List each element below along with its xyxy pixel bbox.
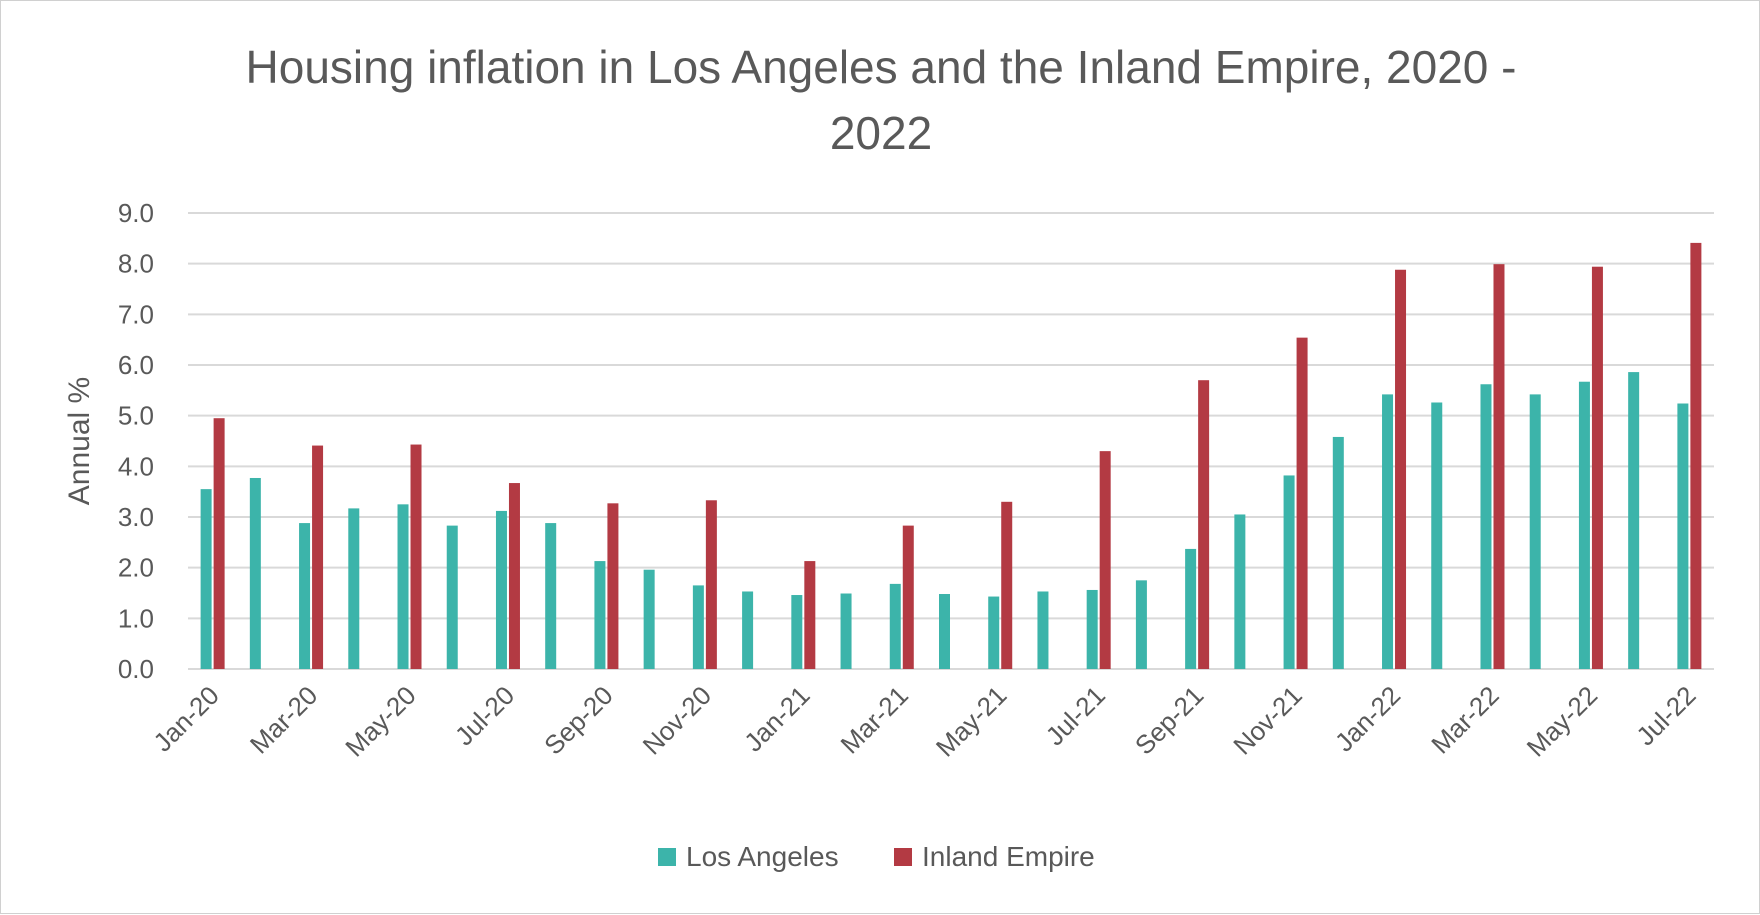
- bar-los-angeles-jun-21: [1037, 591, 1049, 669]
- bar-los-angeles-nov-21: [1283, 475, 1295, 669]
- x-axis-ticks: Jan-20 Mar-20 May-20 Jul-20 Sep-20 Nov-20 Jan-…: [147, 680, 1701, 763]
- bar-los-angeles-apr-20: [348, 508, 360, 669]
- y-tick-label: 9.0: [118, 198, 154, 228]
- chart-title: Housing inflation in Los Angeles and the…: [246, 41, 1517, 159]
- bar-los-angeles-sep-21: [1185, 548, 1197, 669]
- bar-los-angeles-aug-20: [545, 523, 557, 669]
- bar-los-angeles-mar-21: [889, 583, 901, 669]
- y-tick-label: 3.0: [118, 502, 154, 532]
- bar-los-angeles-jan-20: [200, 489, 212, 669]
- gridlines: [188, 212, 1714, 670]
- x-tick-label: Jan-22: [1329, 680, 1406, 757]
- bar-inland-empire-may-20: [410, 444, 422, 669]
- bar-inland-empire-may-21: [1001, 501, 1013, 669]
- x-tick-label: Mar-20: [244, 680, 323, 759]
- bar-inland-empire-mar-21: [902, 525, 914, 669]
- chart-title-line-1: Housing inflation in Los Angeles and the…: [246, 41, 1517, 93]
- bar-los-angeles-jun-20: [446, 525, 458, 669]
- bar-los-angeles-may-22: [1578, 381, 1590, 669]
- bar-los-angeles-aug-21: [1135, 580, 1147, 669]
- bar-inland-empire-may-22: [1591, 266, 1603, 669]
- x-tick-label: Jul-21: [1040, 680, 1111, 751]
- legend: Los Angeles Inland Empire: [658, 841, 1095, 872]
- bar-inland-empire-nov-20: [705, 500, 717, 669]
- x-tick-label: Nov-21: [1227, 680, 1307, 760]
- x-tick-label: Jul-20: [449, 680, 520, 751]
- bar-los-angeles-mar-20: [299, 523, 311, 669]
- bar-los-angeles-jun-22: [1628, 372, 1640, 669]
- bar-inland-empire-mar-22: [1493, 264, 1505, 669]
- y-tick-label: 6.0: [118, 350, 154, 380]
- bar-inland-empire-sep-21: [1198, 380, 1210, 669]
- y-tick-label: 4.0: [118, 451, 154, 481]
- y-tick-label: 0.0: [118, 654, 154, 684]
- bar-inland-empire-jan-22: [1395, 269, 1407, 669]
- x-tick-label: Mar-22: [1425, 680, 1504, 759]
- bar-los-angeles-dec-21: [1332, 436, 1344, 669]
- chart-title-line-2: 2022: [830, 107, 932, 159]
- legend-swatch-inland-empire: [894, 848, 912, 866]
- y-tick-label: 1.0: [118, 603, 154, 633]
- x-tick-label: May-22: [1521, 680, 1604, 763]
- y-tick-label: 2.0: [118, 553, 154, 583]
- bar-inland-empire-jul-21: [1099, 451, 1111, 669]
- x-tick-label: May-21: [930, 680, 1013, 763]
- x-tick-label: Jan-20: [147, 680, 224, 757]
- y-axis-ticks: 0.0 1.0 2.0 3.0 4.0 5.0 6.0 7.0 8.0 9.0: [118, 198, 154, 684]
- x-tick-label: Nov-20: [637, 680, 717, 760]
- bar-los-angeles-may-20: [397, 504, 409, 669]
- legend-label-los-angeles: Los Angeles: [686, 841, 839, 872]
- y-tick-label: 8.0: [118, 249, 154, 279]
- bar-los-angeles-feb-21: [840, 593, 852, 669]
- bar-los-angeles-jul-20: [495, 510, 507, 669]
- bar-los-angeles-jul-21: [1086, 589, 1098, 669]
- bar-los-angeles-feb-20: [249, 477, 261, 669]
- bar-los-angeles-oct-20: [643, 569, 655, 669]
- bar-inland-empire-jan-21: [804, 561, 816, 669]
- bar-los-angeles-mar-22: [1480, 384, 1492, 669]
- bar-inland-empire-mar-20: [312, 445, 324, 669]
- x-tick-label: May-20: [339, 680, 422, 763]
- bar-los-angeles-sep-20: [594, 561, 606, 669]
- legend-swatch-los-angeles: [658, 848, 676, 866]
- legend-label-inland-empire: Inland Empire: [922, 841, 1095, 872]
- bar-los-angeles-feb-22: [1431, 402, 1443, 669]
- bar-los-angeles-apr-21: [939, 594, 950, 669]
- y-axis-title: Annual %: [63, 377, 96, 505]
- bar-inland-empire-jul-20: [508, 483, 520, 669]
- bar-los-angeles-nov-20: [692, 585, 704, 669]
- x-tick-label: Jan-21: [738, 680, 815, 757]
- bar-inland-empire-nov-21: [1296, 337, 1308, 669]
- bar-los-angeles-may-21: [988, 596, 1000, 669]
- x-tick-label: Mar-21: [835, 680, 914, 759]
- x-tick-label: Jul-22: [1630, 680, 1701, 751]
- bar-los-angeles-jan-22: [1382, 394, 1394, 669]
- bar-los-angeles-dec-20: [742, 591, 754, 669]
- bar-inland-empire-sep-20: [607, 503, 619, 669]
- bar-los-angeles-jan-21: [791, 595, 803, 669]
- bar-inland-empire-jul-22: [1690, 242, 1702, 670]
- y-tick-label: 5.0: [118, 401, 154, 431]
- y-tick-label: 7.0: [118, 299, 154, 329]
- bar-los-angeles-oct-21: [1234, 514, 1246, 669]
- x-tick-label: Sep-21: [1129, 680, 1209, 760]
- x-tick-label: Sep-20: [538, 680, 618, 760]
- bar-los-angeles-apr-22: [1529, 394, 1541, 669]
- bars: [200, 242, 1702, 670]
- bar-inland-empire-jan-20: [213, 418, 225, 669]
- bar-los-angeles-jul-22: [1677, 403, 1689, 669]
